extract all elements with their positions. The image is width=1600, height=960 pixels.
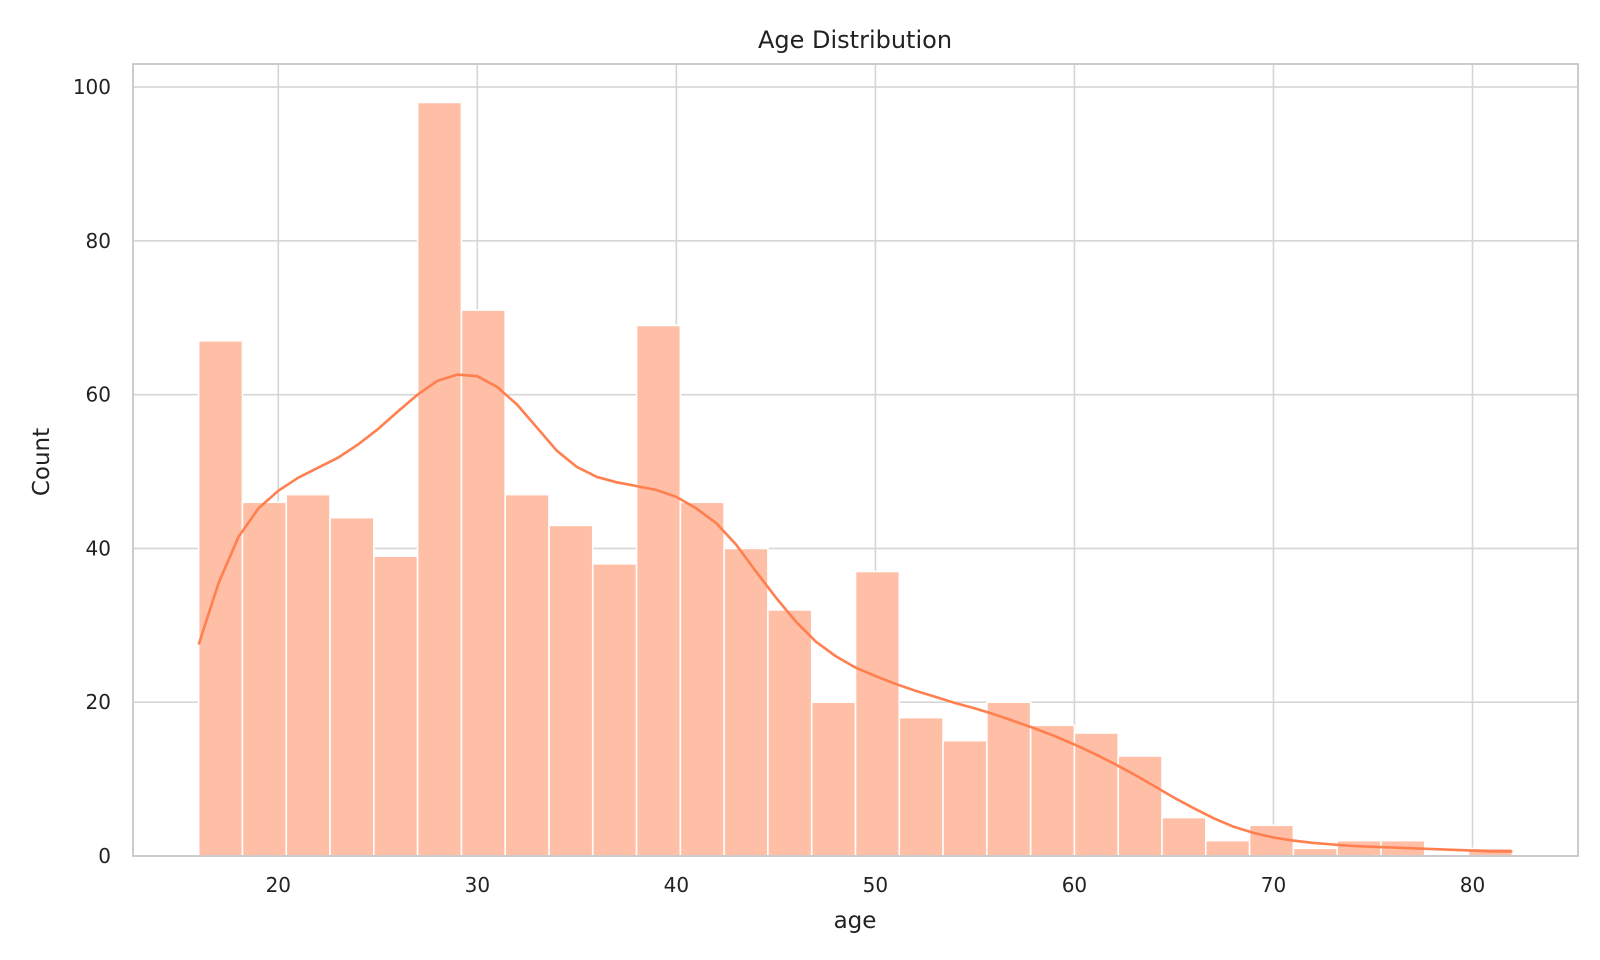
x-tick-label-70: 70 [1261, 873, 1286, 897]
kde-line [197, 373, 1513, 853]
chart-title: Age Distribution [758, 26, 952, 54]
y-tick-label-0: 0 [98, 844, 111, 868]
y-tick-label-60: 60 [86, 383, 111, 407]
histogram-bar-8 [548, 524, 594, 857]
histogram-bar-5 [416, 101, 463, 857]
x-tick-labels: 20 30 40 50 60 70 80 [266, 873, 1486, 897]
histogram-bar-22 [1161, 816, 1207, 857]
y-axis-title: Count [29, 428, 55, 496]
histogram-bar-4 [373, 555, 419, 857]
histogram-bar-9 [591, 563, 638, 857]
histogram-bar-15 [854, 570, 901, 857]
histogram-bar-17 [942, 739, 988, 857]
y-tick-label-40: 40 [86, 536, 111, 560]
x-axis-title: age [834, 908, 877, 934]
histogram-bar-3 [329, 516, 375, 857]
y-tick-label-100: 100 [73, 75, 111, 99]
histogram-bar-21 [1117, 755, 1163, 857]
y-tick-label-20: 20 [86, 690, 111, 714]
histogram-bar-19 [1029, 724, 1076, 857]
histogram-bar-11 [679, 501, 725, 857]
x-tick-label-80: 80 [1460, 873, 1485, 897]
x-tick-label-50: 50 [863, 873, 888, 897]
y-tick-labels: 0 20 40 60 80 100 [73, 75, 111, 868]
y-tick-label-80: 80 [86, 229, 111, 253]
histogram-bar-0 [197, 340, 244, 857]
histogram-bar-20 [1073, 732, 1120, 857]
histogram-bar-12 [723, 547, 769, 857]
histogram-bar-13 [767, 609, 813, 857]
x-tick-label-60: 60 [1062, 873, 1087, 897]
histogram-bar-6 [460, 309, 506, 857]
histogram-bar-1 [241, 501, 288, 857]
histogram-bar-10 [635, 324, 682, 857]
histogram-bar-16 [898, 716, 944, 857]
plot-frame [132, 63, 1579, 857]
histogram-bar-26 [1336, 839, 1382, 857]
histogram-bar-23 [1205, 839, 1251, 857]
x-tick-label-40: 40 [664, 873, 689, 897]
histogram-bar-25 [1292, 847, 1338, 857]
histogram-bar-14 [810, 701, 857, 857]
histogram-bar-2 [285, 493, 331, 857]
x-tick-label-30: 30 [465, 873, 490, 897]
x-tick-label-20: 20 [266, 873, 291, 897]
histogram-bar-7 [504, 493, 550, 857]
histogram-bars [197, 101, 1514, 857]
